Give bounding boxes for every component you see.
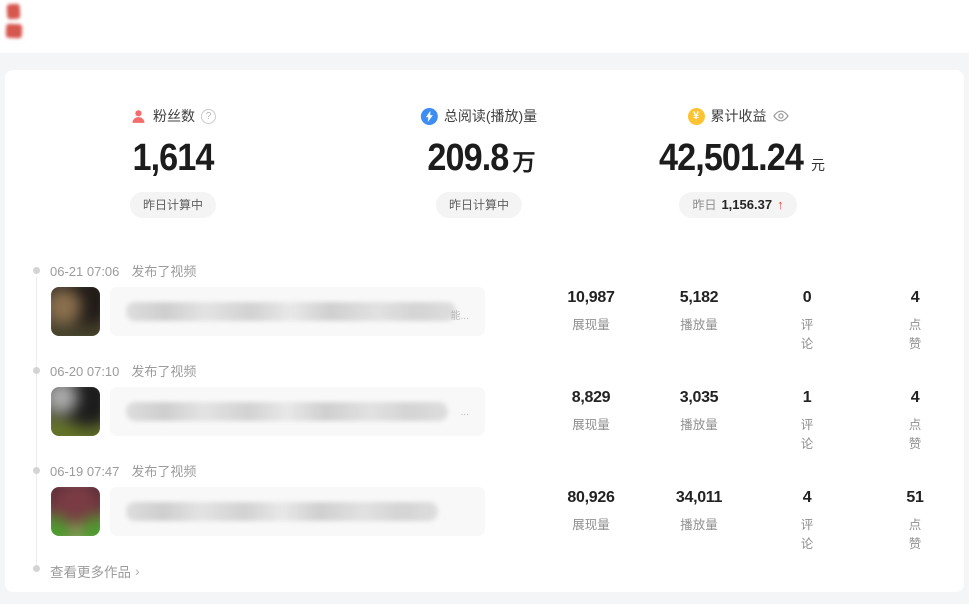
fans-status-badge: 昨日计算中	[129, 192, 216, 218]
stat-block-fans: 粉丝数 ? 1,614 昨日计算中	[128, 106, 218, 218]
plays-stat: 34,011 播放量	[675, 489, 723, 532]
timeline-dot	[33, 467, 40, 474]
impressions-stat: 80,926 展现量	[567, 489, 615, 532]
earnings-delta-badge: 昨日 1,156.37 ↑	[679, 192, 797, 218]
earnings-unit: 元	[811, 157, 826, 173]
feed-item-date: 06-19 07:47 发布了视频	[50, 464, 197, 479]
video-thumbnail[interactable]	[51, 487, 100, 536]
feed-item-action: 发布了视频	[131, 264, 197, 279]
impressions-stat: 8,829 展现量	[571, 389, 611, 432]
chevron-right-icon: ›	[135, 563, 140, 579]
feed-item-date: 06-21 07:06 发布了视频	[50, 264, 197, 279]
views-label: 总阅读(播放)量	[443, 108, 538, 124]
title-tail-text: ...	[460, 407, 469, 418]
timeline-line	[36, 277, 37, 565]
fans-label: 粉丝数	[153, 108, 195, 124]
timeline-dot	[33, 367, 40, 374]
likes-stat: 4 点赞	[908, 289, 922, 351]
top-bar	[0, 0, 969, 53]
lightning-icon	[420, 107, 438, 125]
plays-stat: 3,035 播放量	[679, 389, 719, 432]
redacted-logo-mark	[5, 23, 23, 39]
fans-value: 1,614	[132, 137, 214, 179]
video-title-redacted[interactable]: 能...	[110, 287, 485, 336]
views-unit: 万	[512, 149, 536, 175]
redacted-title-blur	[126, 302, 456, 321]
up-arrow-icon: ↑	[777, 197, 784, 212]
help-icon[interactable]: ?	[201, 108, 216, 124]
comments-stat: 1 评论	[800, 389, 814, 451]
redacted-title-blur	[126, 402, 448, 421]
title-tail-text: 能...	[450, 311, 469, 322]
impressions-stat: 10,987 展现量	[567, 289, 615, 332]
timeline-dot	[33, 565, 40, 572]
view-more-works-link[interactable]: 查看更多作品 ›	[50, 563, 140, 580]
feed-item-action: 发布了视频	[131, 464, 197, 479]
eye-icon[interactable]	[772, 108, 789, 124]
timeline-dot	[33, 267, 40, 274]
feed-item-action: 发布了视频	[131, 364, 197, 379]
comments-stat: 0 评论	[800, 289, 814, 351]
views-status-badge: 昨日计算中	[435, 192, 523, 218]
stat-block-earnings: ¥ 累计收益 42,501.24 元 昨日 1,156.37 ↑	[651, 106, 825, 218]
feed-item-date: 06-20 07:10 发布了视频	[50, 364, 197, 379]
coin-icon: ¥	[687, 107, 705, 125]
comments-stat: 4 评论	[800, 489, 814, 551]
redacted-title-blur	[126, 502, 438, 521]
stat-block-views: 总阅读(播放)量 209.8 万 昨日计算中	[420, 106, 538, 218]
views-value: 209.8 万	[426, 137, 536, 179]
likes-stat: 51 点赞	[906, 489, 924, 551]
earnings-label: 累计收益	[710, 108, 767, 124]
person-icon	[130, 108, 147, 125]
earnings-value: 42,501.24 元	[658, 137, 826, 179]
video-title-redacted[interactable]: ...	[110, 387, 485, 436]
video-title-redacted[interactable]	[110, 487, 485, 536]
plays-stat: 5,182 播放量	[679, 289, 719, 332]
redacted-logo-mark	[6, 3, 21, 20]
video-thumbnail[interactable]	[51, 287, 100, 336]
likes-stat: 4 点赞	[908, 389, 922, 451]
video-thumbnail[interactable]	[51, 387, 100, 436]
